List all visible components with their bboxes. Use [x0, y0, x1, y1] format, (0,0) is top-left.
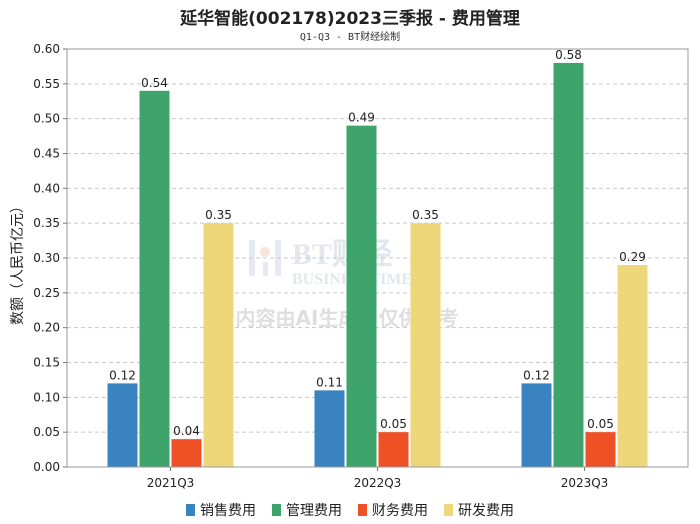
bar — [553, 62, 584, 467]
data-label: 0.12 — [523, 368, 550, 382]
y-axis-label: 数额（人民币亿元） — [10, 199, 26, 325]
x-tick-label: 2022Q3 — [354, 476, 402, 490]
bar — [617, 264, 648, 467]
y-tick-label: 0.50 — [33, 112, 60, 126]
y-tick-label: 0.35 — [33, 216, 60, 230]
y-tick-label: 0.00 — [33, 460, 60, 474]
data-label: 0.04 — [173, 424, 200, 438]
data-label: 0.05 — [380, 417, 407, 431]
bar — [314, 390, 345, 467]
data-label: 0.35 — [412, 208, 439, 222]
legend: 销售费用 管理费用 财务费用 研发费用 — [0, 500, 700, 520]
y-tick-label: 0.15 — [33, 356, 60, 370]
y-tick-label: 0.60 — [33, 42, 60, 56]
bar — [107, 383, 138, 467]
legend-swatch — [272, 504, 281, 516]
y-tick-label: 0.45 — [33, 147, 60, 161]
chart-subtitle: Q1-Q3 - BT财经绘制 — [299, 32, 401, 43]
y-tick-label: 0.25 — [33, 286, 60, 300]
data-label: 0.35 — [205, 208, 232, 222]
y-tick-label: 0.05 — [33, 425, 60, 439]
data-label: 0.12 — [109, 368, 136, 382]
data-label: 0.49 — [348, 111, 375, 125]
bar — [378, 432, 409, 467]
y-tick-label: 0.30 — [33, 251, 60, 265]
legend-swatch — [358, 504, 367, 516]
watermark-brand: BT财经 — [292, 237, 392, 271]
bar — [521, 383, 552, 467]
legend-label: 财务费用 — [372, 503, 428, 519]
legend-label: 管理费用 — [286, 503, 342, 519]
y-tick-label: 0.20 — [33, 321, 60, 335]
bars: 0.12 0.54 0.04 0.35 0.11 0.49 0.05 0.35 0.12 0.58… — [107, 48, 648, 468]
legend-label: 研发费用 — [458, 503, 514, 519]
legend-label: 销售费用 — [200, 503, 256, 519]
bar — [585, 432, 616, 467]
data-label: 0.54 — [141, 76, 168, 90]
bar — [346, 125, 377, 467]
data-label: 0.58 — [555, 48, 582, 62]
bar — [203, 223, 234, 467]
bar — [139, 90, 170, 468]
y-tick-label: 0.55 — [33, 77, 60, 91]
bar — [410, 223, 441, 467]
chart-title: 延华智能(002178)2023三季报 - 费用管理 — [180, 9, 520, 29]
legend-item: 财务费用 — [358, 500, 428, 520]
y-tick-label: 0.40 — [33, 181, 60, 195]
data-label: 0.29 — [619, 250, 646, 264]
x-tick-label: 2021Q3 — [147, 476, 195, 490]
legend-item: 管理费用 — [272, 500, 342, 520]
legend-swatch — [186, 504, 195, 516]
legend-swatch — [444, 504, 453, 516]
axes: 0.00 0.05 0.10 0.15 0.20 0.25 0.30 0.35 0.40 0.45… — [33, 42, 689, 490]
legend-item: 销售费用 — [186, 500, 256, 520]
data-label: 0.11 — [316, 375, 343, 389]
data-label: 0.05 — [587, 417, 614, 431]
bar — [171, 439, 202, 467]
legend-item: 研发费用 — [444, 500, 514, 520]
x-tick-label: 2023Q3 — [561, 476, 609, 490]
y-tick-label: 0.10 — [33, 390, 60, 404]
